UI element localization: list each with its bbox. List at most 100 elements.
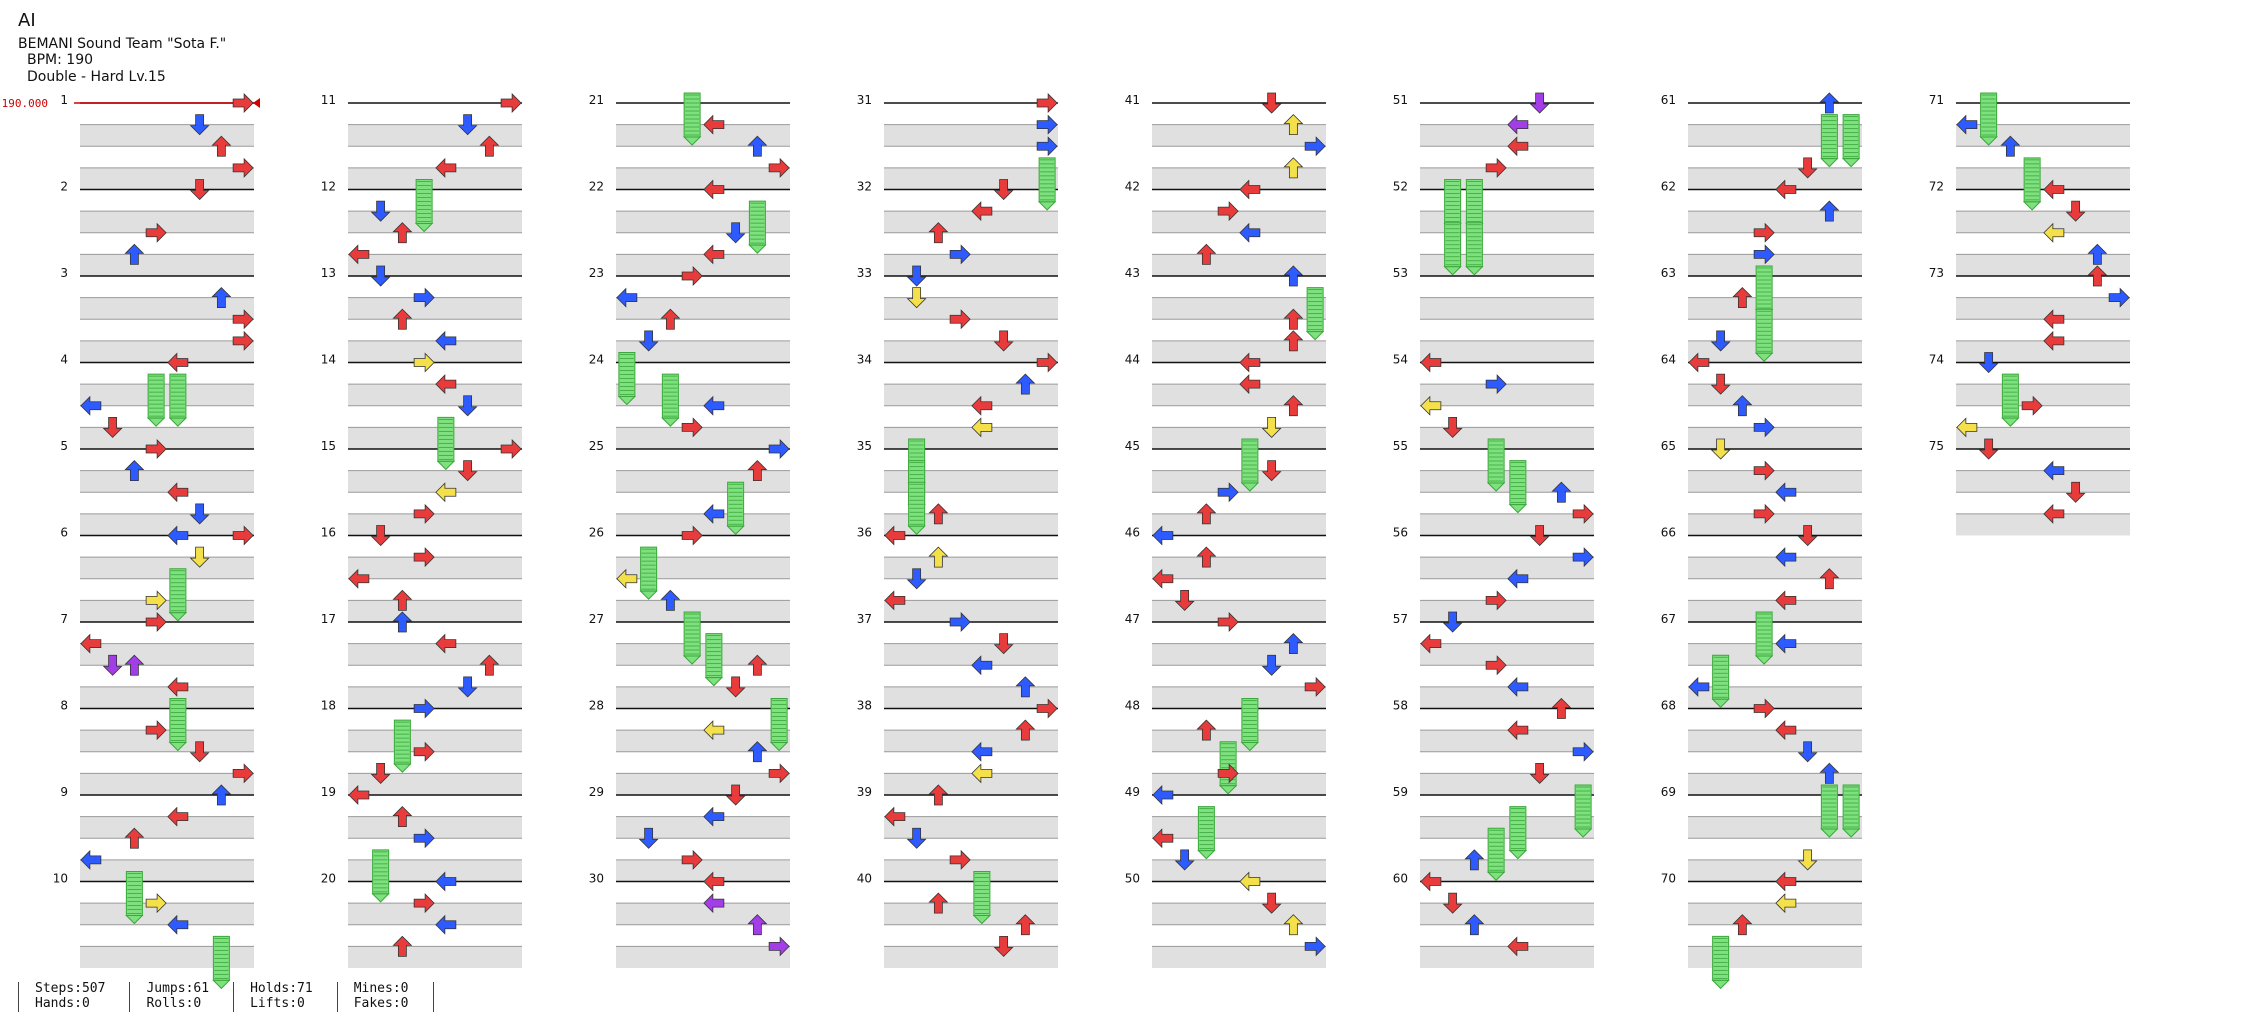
beat-band xyxy=(348,643,522,666)
arrow-icon xyxy=(1753,460,1775,481)
arrow-shape xyxy=(681,266,703,286)
arrow-shape xyxy=(413,547,435,568)
arrow-icon xyxy=(971,741,993,762)
arrow-icon xyxy=(1753,503,1775,524)
arrow-icon xyxy=(2021,395,2043,416)
arrow-shape xyxy=(232,330,254,351)
beat-band xyxy=(1688,946,1862,968)
arrow-shape xyxy=(435,871,457,892)
arrow-shape xyxy=(884,525,906,546)
arrow-shape xyxy=(1507,114,1529,135)
measure-number: 75 xyxy=(1929,439,1944,453)
arrow-shape xyxy=(638,827,659,849)
beat-band xyxy=(348,816,522,839)
hold-tail-icon xyxy=(1820,828,1839,838)
arrow-shape xyxy=(1420,395,1442,416)
beat-band xyxy=(1420,946,1594,968)
arrow-shape xyxy=(1775,179,1797,200)
beat-band xyxy=(1956,254,2130,276)
arrow-icon xyxy=(1819,92,1840,114)
arrow-shape xyxy=(747,741,768,763)
arrow-icon xyxy=(1304,136,1326,157)
arrow-icon xyxy=(1239,179,1261,200)
arrow-icon xyxy=(435,482,457,503)
arrow-icon xyxy=(1283,330,1304,352)
measure-number: 68 xyxy=(1661,699,1676,713)
arrow-shape xyxy=(1572,503,1594,524)
arrow-shape xyxy=(145,720,167,741)
hold-tail-icon xyxy=(168,742,188,752)
measure-number: 25 xyxy=(589,439,604,453)
arrow-shape xyxy=(1688,676,1710,697)
arrow-icon xyxy=(703,871,725,892)
arrow-icon xyxy=(949,849,971,870)
arrow-shape xyxy=(145,612,167,632)
hold-tail-icon xyxy=(1754,655,1774,665)
arrow-icon xyxy=(2043,330,2065,351)
arrow-icon xyxy=(884,590,906,611)
arrow-shape xyxy=(435,157,457,178)
arrow-icon xyxy=(949,244,971,265)
arrow-icon xyxy=(1283,395,1304,417)
hold-tail-icon xyxy=(769,742,789,752)
beat-band xyxy=(80,167,254,190)
arrow-icon xyxy=(747,914,768,936)
arrow-shape xyxy=(971,201,993,222)
beat-band xyxy=(348,254,522,276)
beat-band xyxy=(1152,600,1326,622)
arrow-shape xyxy=(2087,243,2108,265)
beat-band xyxy=(884,340,1058,363)
arrow-shape xyxy=(232,763,254,784)
arrow-icon xyxy=(616,568,638,589)
arrow-icon xyxy=(1978,352,1999,374)
beat-band xyxy=(1152,816,1326,839)
arrow-icon xyxy=(1775,871,1797,892)
beat-band xyxy=(348,773,522,795)
measure-number: 41 xyxy=(1125,93,1140,107)
arrow-shape xyxy=(747,914,768,936)
measure-number: 6 xyxy=(60,526,68,540)
stat-group-jumps: Jumps:61 Rolls:0 xyxy=(129,981,233,1012)
stat-jumps: Jumps:61 xyxy=(146,981,210,996)
arrow-shape xyxy=(2043,222,2065,243)
arrow-shape xyxy=(1775,633,1797,654)
arrow-shape xyxy=(703,114,725,135)
beat-band xyxy=(1420,773,1594,795)
arrow-icon xyxy=(413,547,435,568)
arrow-icon xyxy=(500,439,522,459)
beat-band xyxy=(1420,816,1594,839)
arrow-shape xyxy=(189,114,210,136)
beat-band xyxy=(884,859,1058,882)
arrow-shape xyxy=(1819,200,1840,222)
beat-band xyxy=(80,903,254,925)
arrow-icon xyxy=(1551,481,1572,503)
arrow-shape xyxy=(906,265,927,287)
arrow-shape xyxy=(392,589,413,611)
song-title: AI xyxy=(18,10,36,31)
beat-band xyxy=(884,643,1058,666)
arrow-icon xyxy=(413,893,435,914)
arrow-shape xyxy=(971,395,993,416)
arrow-icon xyxy=(2087,265,2108,287)
arrow-icon xyxy=(681,417,703,438)
arrow-icon xyxy=(1283,914,1304,936)
arrow-shape xyxy=(928,784,949,806)
beat-band xyxy=(1420,297,1594,320)
hold-tail-icon xyxy=(125,915,144,925)
arrow-shape xyxy=(703,720,725,741)
arrow-shape xyxy=(435,633,457,654)
arrow-shape xyxy=(2043,330,2065,351)
arrow-icon xyxy=(1174,589,1195,611)
arrow-shape xyxy=(971,655,993,676)
arrow-icon xyxy=(971,655,993,676)
hold-tail-icon xyxy=(1465,266,1484,276)
beat-band xyxy=(80,384,254,406)
arrow-icon xyxy=(370,525,391,547)
arrow-shape xyxy=(1239,871,1261,892)
arrow-shape xyxy=(1775,547,1797,568)
arrow-icon xyxy=(747,135,768,157)
beat-band xyxy=(348,946,522,968)
beat-band xyxy=(1152,384,1326,406)
arrow-icon xyxy=(124,460,145,482)
arrow-icon xyxy=(1036,352,1058,373)
